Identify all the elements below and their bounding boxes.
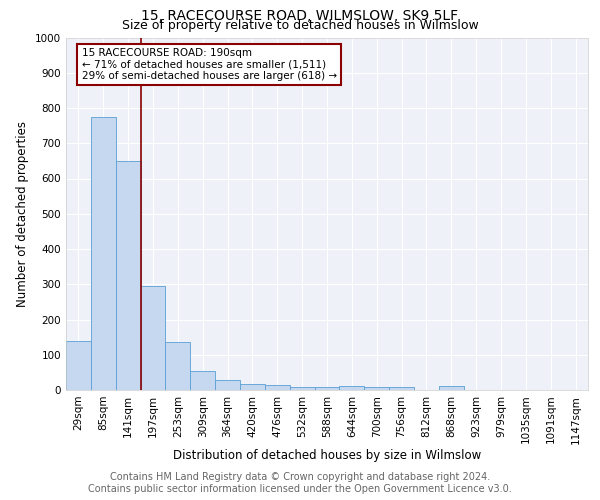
Bar — [389, 387, 414, 390]
Bar — [91, 117, 116, 390]
Bar — [166, 342, 190, 390]
Bar — [290, 387, 314, 390]
Bar — [66, 340, 91, 390]
Bar — [240, 384, 265, 390]
Text: Contains HM Land Registry data © Crown copyright and database right 2024.
Contai: Contains HM Land Registry data © Crown c… — [88, 472, 512, 494]
Y-axis label: Number of detached properties: Number of detached properties — [16, 120, 29, 306]
Bar — [190, 370, 215, 390]
Bar — [439, 386, 464, 390]
Text: 15 RACECOURSE ROAD: 190sqm
← 71% of detached houses are smaller (1,511)
29% of s: 15 RACECOURSE ROAD: 190sqm ← 71% of deta… — [82, 48, 337, 82]
Bar — [340, 386, 364, 390]
Bar — [314, 387, 340, 390]
Bar — [215, 380, 240, 390]
Bar — [116, 161, 140, 390]
Text: Size of property relative to detached houses in Wilmslow: Size of property relative to detached ho… — [122, 19, 478, 32]
Bar — [364, 387, 389, 390]
Text: 15, RACECOURSE ROAD, WILMSLOW, SK9 5LF: 15, RACECOURSE ROAD, WILMSLOW, SK9 5LF — [142, 9, 458, 23]
Bar — [140, 286, 166, 390]
X-axis label: Distribution of detached houses by size in Wilmslow: Distribution of detached houses by size … — [173, 449, 481, 462]
Bar — [265, 384, 290, 390]
